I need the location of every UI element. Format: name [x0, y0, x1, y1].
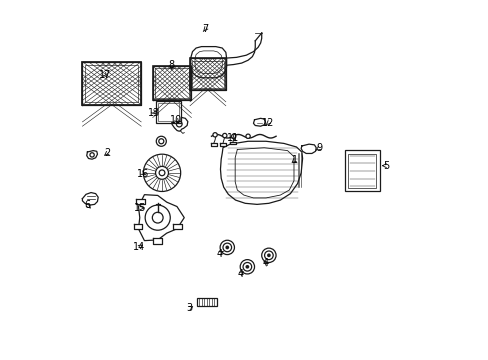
Bar: [192, 60, 223, 88]
Polygon shape: [220, 143, 225, 146]
Polygon shape: [86, 150, 97, 159]
Bar: [82, 62, 141, 105]
Polygon shape: [253, 118, 265, 126]
Polygon shape: [136, 199, 144, 204]
Circle shape: [266, 253, 270, 257]
Text: 9: 9: [316, 143, 322, 153]
Polygon shape: [138, 195, 184, 240]
Circle shape: [240, 260, 254, 274]
Text: 4: 4: [216, 248, 223, 258]
Text: 8: 8: [167, 60, 174, 70]
Polygon shape: [172, 117, 187, 131]
Bar: [190, 58, 225, 90]
Bar: [85, 64, 138, 102]
Text: 7: 7: [202, 24, 208, 35]
Bar: [152, 66, 191, 100]
Text: 15: 15: [134, 203, 146, 213]
Polygon shape: [230, 141, 235, 144]
Text: 17: 17: [99, 70, 111, 80]
Text: 4: 4: [263, 258, 268, 268]
Text: 1: 1: [291, 155, 297, 165]
Circle shape: [245, 265, 249, 269]
Bar: [197, 298, 217, 306]
Circle shape: [225, 246, 228, 249]
Polygon shape: [82, 193, 98, 205]
Text: 4: 4: [237, 269, 243, 279]
Text: 11: 11: [226, 133, 239, 143]
Text: 13: 13: [148, 108, 160, 118]
Circle shape: [220, 240, 234, 255]
Circle shape: [143, 154, 180, 192]
Circle shape: [155, 166, 168, 179]
Circle shape: [212, 133, 217, 137]
Bar: [348, 154, 376, 188]
Text: 6: 6: [84, 200, 90, 210]
Polygon shape: [220, 141, 302, 204]
Polygon shape: [301, 144, 316, 153]
Circle shape: [231, 134, 235, 138]
Polygon shape: [133, 224, 142, 229]
Polygon shape: [211, 143, 217, 145]
Text: 14: 14: [132, 242, 144, 252]
Text: 3: 3: [185, 303, 192, 314]
Circle shape: [222, 134, 226, 138]
Bar: [155, 101, 181, 123]
Polygon shape: [173, 224, 182, 229]
Text: 10: 10: [170, 115, 182, 125]
Text: 16: 16: [137, 168, 149, 179]
Circle shape: [145, 205, 170, 230]
Circle shape: [261, 248, 276, 262]
Polygon shape: [190, 46, 226, 78]
Text: 12: 12: [261, 118, 273, 128]
Text: 5: 5: [382, 161, 388, 171]
Polygon shape: [153, 238, 162, 244]
Polygon shape: [82, 62, 141, 105]
Polygon shape: [152, 66, 191, 100]
Bar: [155, 68, 189, 98]
Bar: [344, 150, 379, 192]
Circle shape: [245, 134, 250, 138]
Polygon shape: [190, 58, 225, 90]
Bar: [158, 103, 179, 121]
Text: 2: 2: [104, 148, 110, 158]
